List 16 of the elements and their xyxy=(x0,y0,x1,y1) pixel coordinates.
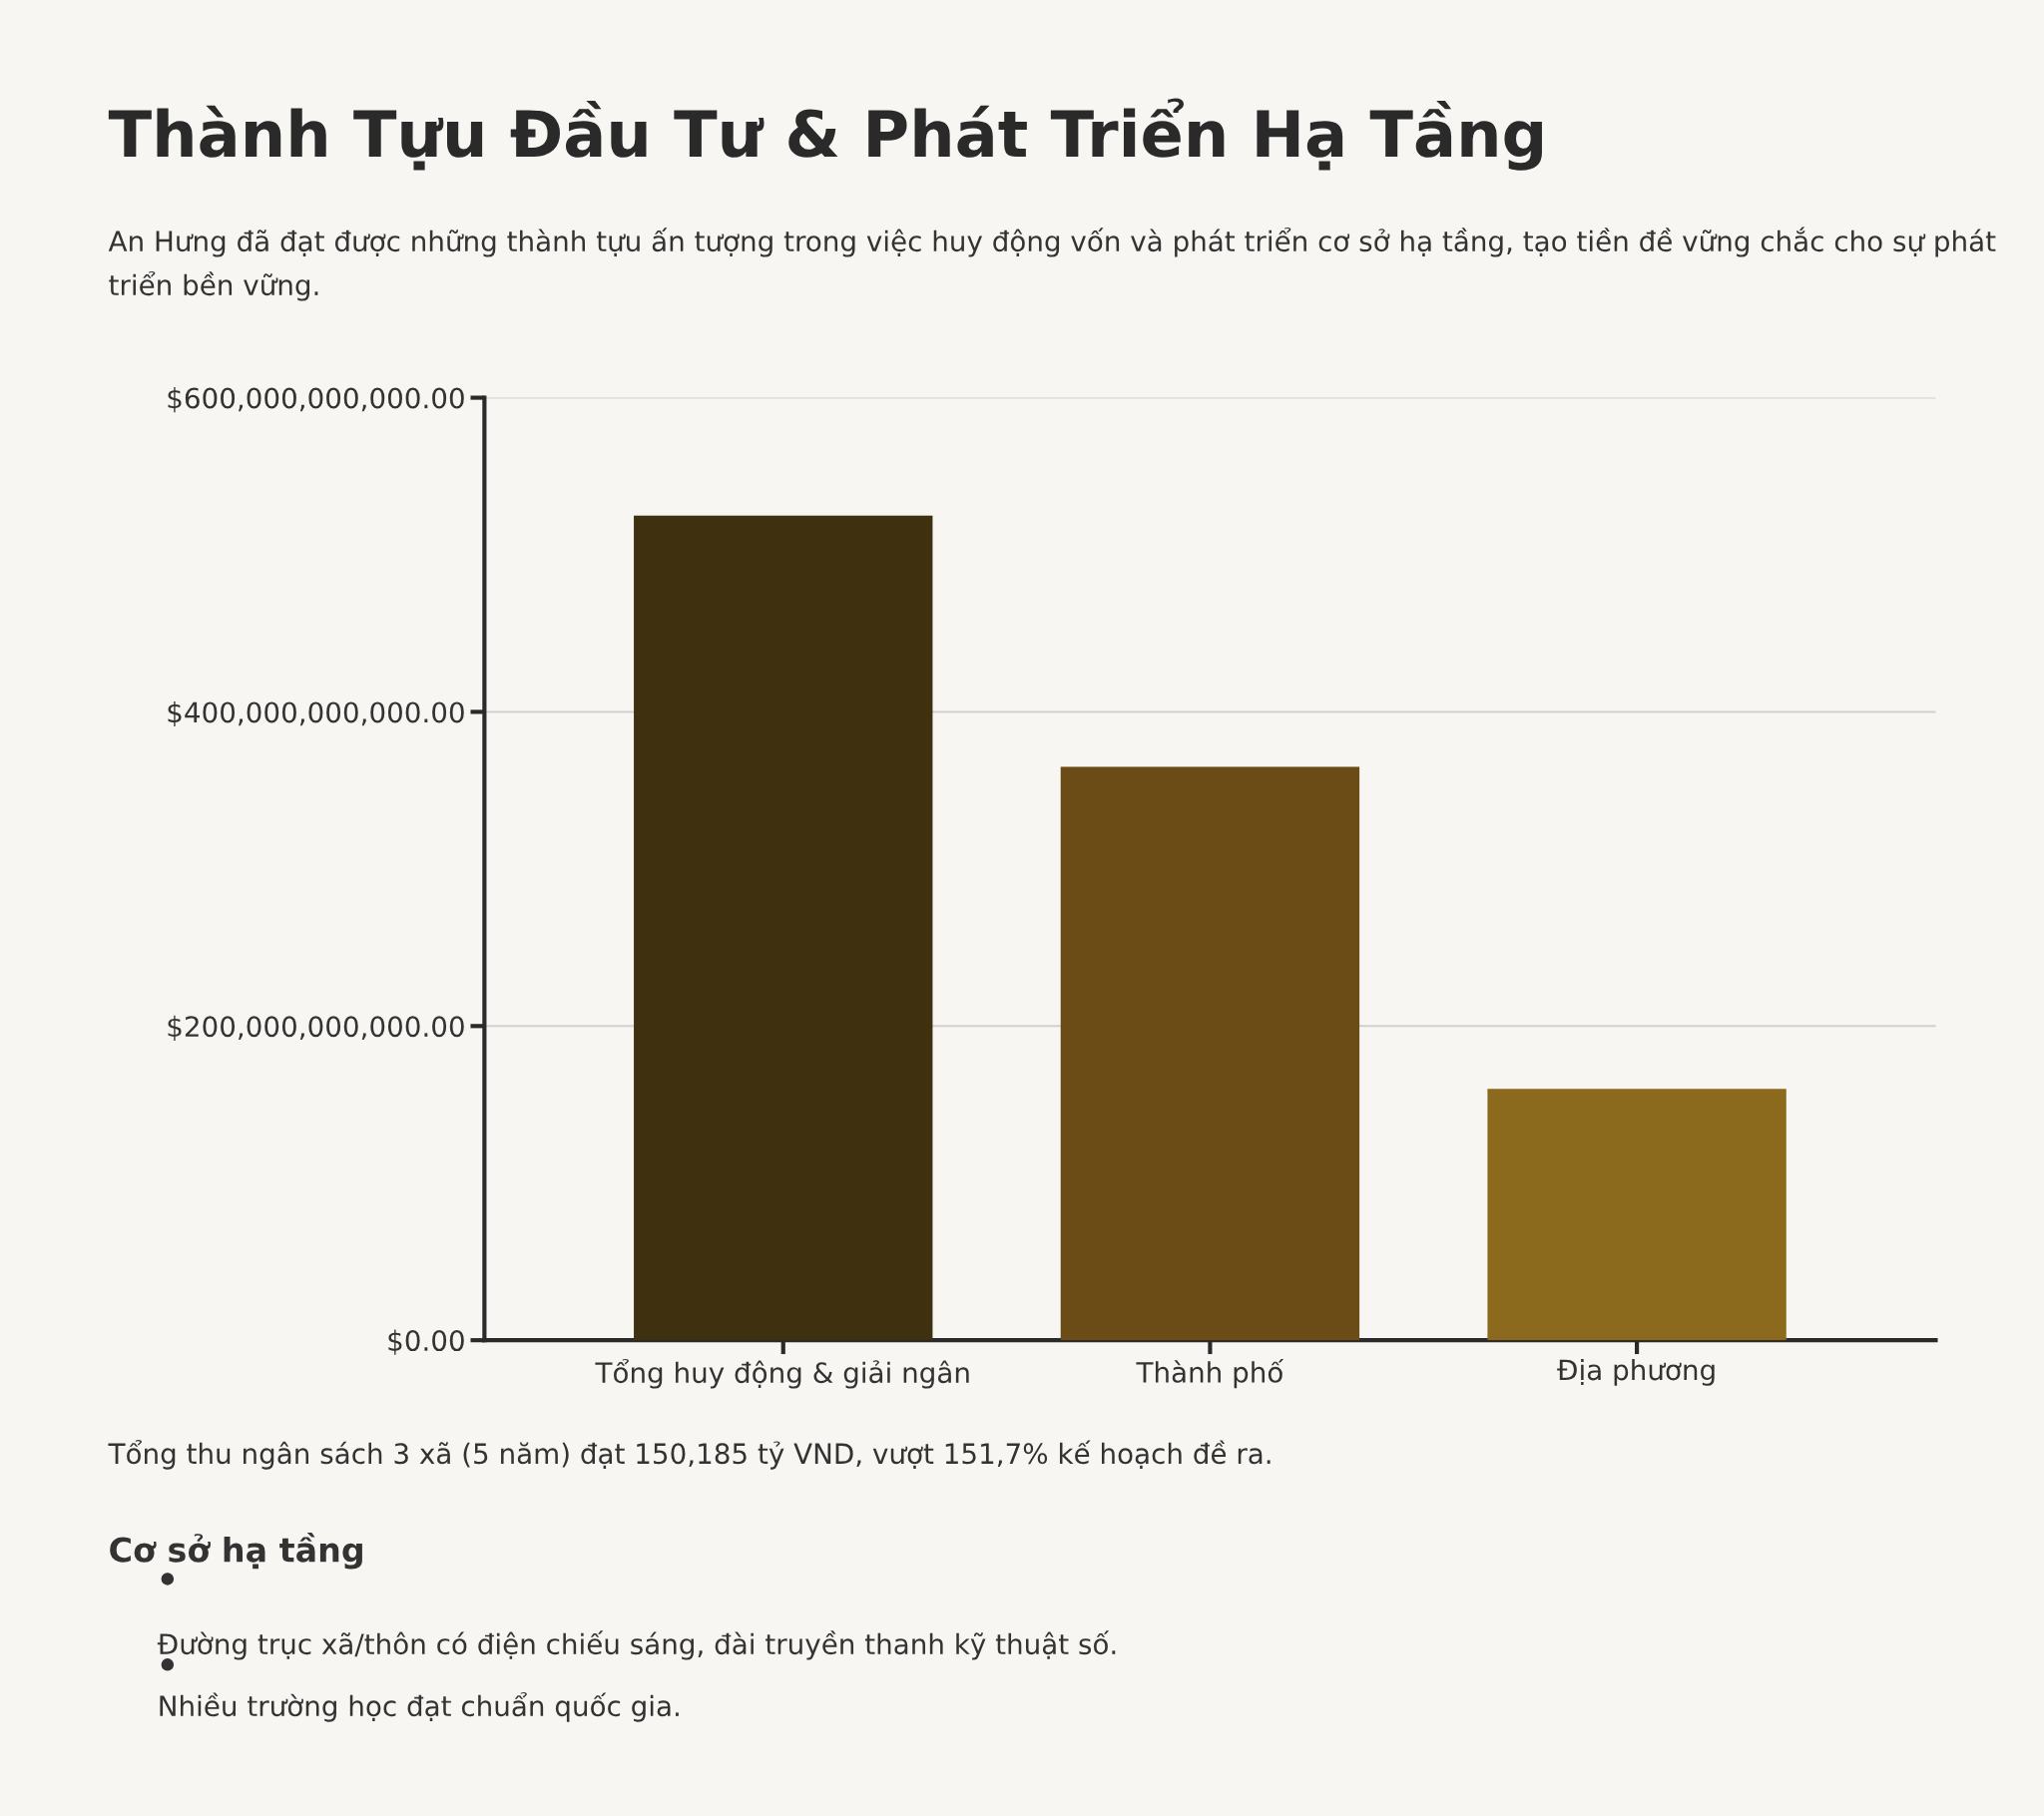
x-tick-label: Địa phương xyxy=(1557,1358,1715,1386)
text: Tổng thu ngân sách 3 xã (5 năm) đạt 150,185 tỷ VND, vượt 151,7% kế hoạch đề ra. xyxy=(108,1439,1271,1470)
y-tick-label: $0.00 xyxy=(388,1329,464,1355)
x-tick-label: Tổng huy động & giải ngân xyxy=(595,1358,969,1389)
chart-subtitle: An Hưng đã đạt được những thành tựu ấn tượng trong việc huy động vốn và phát triển cơ sở hạ tầng, tạo tiền đề vững chắc cho sự phát triển bền vững. xyxy=(108,227,1996,301)
text: Đường trục xã/thôn có điện chiếu sáng, đài truyền thanh kỹ thuật số. xyxy=(157,1630,1116,1660)
text: Nhiều trường học đạt chuẩn quốc gia. xyxy=(160,1691,679,1722)
x-tick-label: Thành phố xyxy=(1136,1358,1284,1389)
chart-title: Thành Tựu Đầu Tư & Phát Triển Hạ Tầng xyxy=(108,98,1542,171)
text: Cơ sở hạ tầng xyxy=(110,1533,362,1570)
y-tick-label: $200,000,000,000.00 xyxy=(168,1015,464,1041)
bar xyxy=(634,515,933,1341)
y-tick-label: $400,000,000,000.00 xyxy=(168,700,464,727)
bar xyxy=(1060,766,1360,1341)
bar xyxy=(1487,1089,1787,1341)
y-tick-label: $600,000,000,000.00 xyxy=(168,387,464,413)
